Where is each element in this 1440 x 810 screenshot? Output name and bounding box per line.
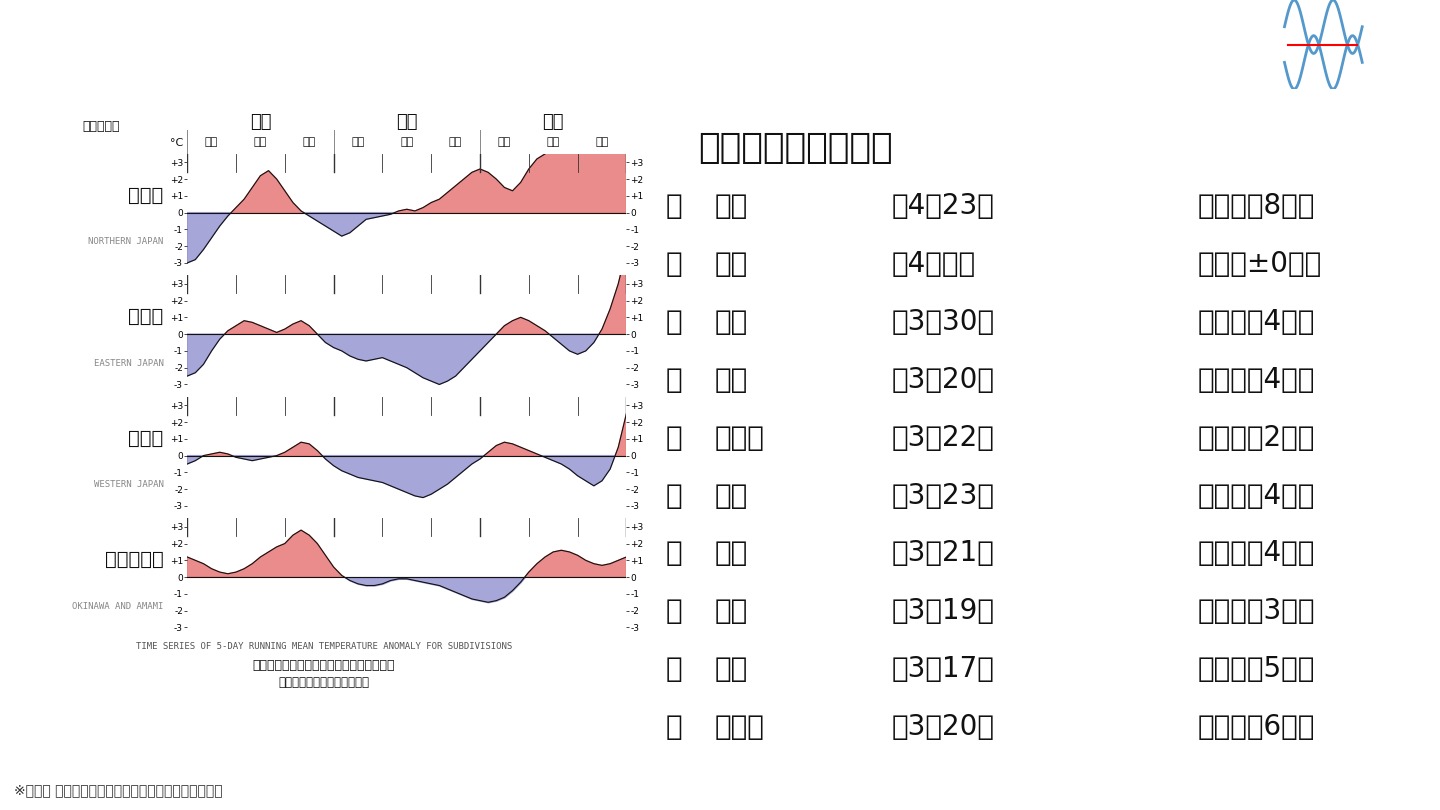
Text: 更新日：２０２２年４月８日: 更新日：２０２２年４月８日 — [278, 676, 370, 689]
Text: ：3月20日: ：3月20日 — [891, 366, 995, 394]
Text: ・: ・ — [665, 655, 683, 683]
Text: （平年±0日）: （平年±0日） — [1198, 250, 1322, 279]
Text: 中旬: 中旬 — [400, 137, 413, 147]
Text: 中旬: 中旬 — [253, 137, 266, 147]
Text: 鹿児島: 鹿児島 — [714, 713, 765, 741]
Text: （平年－8日）: （平年－8日） — [1198, 193, 1316, 220]
Text: ：3月20日: ：3月20日 — [891, 713, 995, 741]
Text: °C: °C — [170, 138, 183, 148]
Text: ・: ・ — [665, 366, 683, 394]
Text: ・: ・ — [665, 308, 683, 336]
Text: （平年－4日）: （平年－4日） — [1198, 308, 1316, 336]
Text: Weather: Weather — [1368, 60, 1420, 74]
Text: ・: ・ — [665, 713, 683, 741]
Text: ：3月23日: ：3月23日 — [891, 482, 995, 509]
Text: （平年－6日）: （平年－6日） — [1198, 713, 1316, 741]
Text: ・: ・ — [665, 193, 683, 220]
Text: 高知: 高知 — [714, 597, 747, 625]
Text: （平年－4日）: （平年－4日） — [1198, 366, 1316, 394]
Text: WESTERN JAPAN: WESTERN JAPAN — [94, 480, 164, 489]
Text: Business: Business — [1368, 38, 1423, 51]
Text: 下旬: 下旬 — [449, 137, 462, 147]
Text: 金沢: 金沢 — [714, 308, 747, 336]
Text: ・: ・ — [665, 250, 683, 279]
Text: 地域平均気温平年差の５日移動平均時系列: 地域平均気温平年差の５日移動平均時系列 — [253, 659, 395, 672]
Text: ：4月23日: ：4月23日 — [891, 193, 995, 220]
Text: ：3月21日: ：3月21日 — [891, 539, 995, 568]
Text: EASTERN JAPAN: EASTERN JAPAN — [94, 359, 164, 368]
Text: 北日本: 北日本 — [128, 185, 164, 204]
Text: 東日本: 東日本 — [128, 307, 164, 326]
Text: ※気象庁 「地域平均気温経過図」より画像引用・加工: ※気象庁 「地域平均気温経過図」より画像引用・加工 — [14, 782, 223, 797]
Text: 仙台: 仙台 — [714, 250, 747, 279]
Text: ２月: ２月 — [396, 113, 418, 130]
Text: 下旬: 下旬 — [595, 137, 609, 147]
Text: 下旬: 下旬 — [302, 137, 315, 147]
Text: 中旬: 中旬 — [547, 137, 560, 147]
Text: 福岡: 福岡 — [714, 655, 747, 683]
Text: 沖縄・奄美: 沖縄・奄美 — [105, 550, 164, 569]
Text: 札幌: 札幌 — [714, 193, 747, 220]
Text: OKINAWA AND AMAMI: OKINAWA AND AMAMI — [72, 602, 164, 611]
Text: 上旬: 上旬 — [204, 137, 219, 147]
Text: （平年－4日）: （平年－4日） — [1198, 482, 1316, 509]
Text: 西日本: 西日本 — [128, 428, 164, 447]
Text: ：3月17日: ：3月17日 — [891, 655, 995, 683]
Text: ・: ・ — [665, 539, 683, 568]
Text: 大阪: 大阪 — [714, 482, 747, 509]
Text: 広島: 広島 — [714, 539, 747, 568]
Text: ２０２２年: ２０２２年 — [82, 120, 120, 133]
Text: （平年－5日）: （平年－5日） — [1198, 655, 1316, 683]
Text: 上旬: 上旬 — [351, 137, 364, 147]
Text: TIME SERIES OF 5-DAY RUNNING MEAN TEMPERATURE ANOMALY FOR SUBDIVISIONS: TIME SERIES OF 5-DAY RUNNING MEAN TEMPER… — [135, 642, 513, 651]
Text: ・: ・ — [665, 597, 683, 625]
Text: ・: ・ — [665, 482, 683, 509]
Text: （平年－3日）: （平年－3日） — [1198, 597, 1316, 625]
Text: （平年－2日）: （平年－2日） — [1198, 424, 1316, 452]
Text: 上旬: 上旬 — [498, 137, 511, 147]
Text: ：3月19日: ：3月19日 — [891, 597, 995, 625]
Text: ：4月８日: ：4月８日 — [891, 250, 976, 279]
Text: 名古屋: 名古屋 — [714, 424, 765, 452]
Text: （平年－4日）: （平年－4日） — [1198, 539, 1316, 568]
Text: Life: Life — [1368, 15, 1390, 29]
Text: 【さくらの開花日】: 【さくらの開花日】 — [698, 131, 893, 165]
Text: １月: １月 — [249, 113, 271, 130]
Text: ：3月22日: ：3月22日 — [891, 424, 995, 452]
Text: ・: ・ — [665, 424, 683, 452]
Text: NORTHERN JAPAN: NORTHERN JAPAN — [88, 237, 164, 246]
Text: 東京: 東京 — [714, 366, 747, 394]
Text: ：3月30日: ：3月30日 — [891, 308, 995, 336]
Text: ３月: ３月 — [543, 113, 564, 130]
Text: 2022年1～3月の平均気温平年差とさくら開花時期: 2022年1～3月の平均気温平年差とさくら開花時期 — [22, 22, 757, 67]
